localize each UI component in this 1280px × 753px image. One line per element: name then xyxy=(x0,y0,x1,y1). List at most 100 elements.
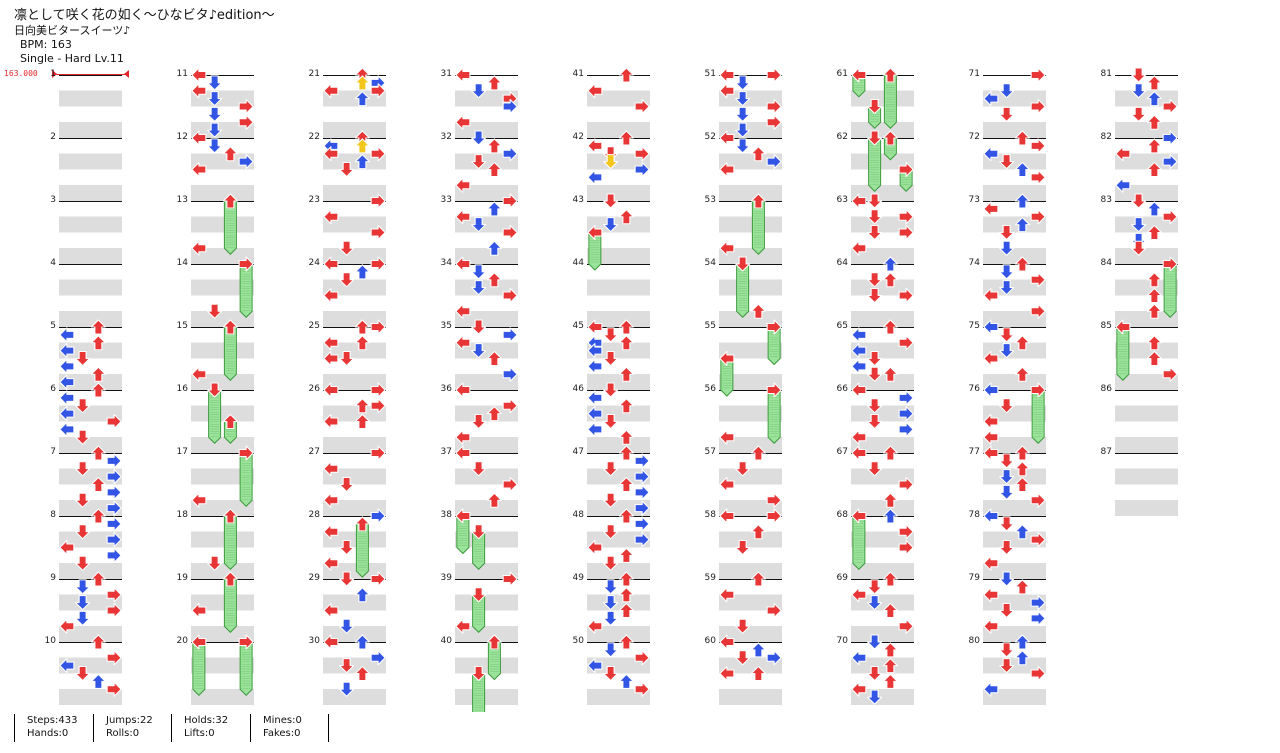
arrow-down-icon xyxy=(867,366,883,382)
arrow-shape xyxy=(59,390,75,406)
arrow-shape xyxy=(323,524,339,540)
arrow-shape xyxy=(898,406,914,422)
beat-band xyxy=(983,468,1046,485)
arrow-down-icon xyxy=(603,350,619,367)
arrow-shape xyxy=(354,154,370,170)
arrow-right-icon xyxy=(106,650,122,666)
measure-number: 9 xyxy=(50,573,56,583)
arrow-shape xyxy=(735,75,751,91)
arrow-down-icon xyxy=(735,650,751,666)
hold-note-body xyxy=(736,263,750,318)
measure-number: 69 xyxy=(837,573,849,583)
arrow-shape xyxy=(90,508,106,524)
arrow-up-icon xyxy=(90,366,106,382)
arrow-right-icon xyxy=(502,193,518,209)
lifts-count: Lifts:0 xyxy=(184,728,215,739)
beat-band xyxy=(323,342,386,359)
arrow-shape xyxy=(486,634,502,650)
measure-number: 29 xyxy=(309,573,321,583)
arrow-shape xyxy=(735,122,751,138)
arrow-up-icon xyxy=(750,146,766,162)
arrow-shape xyxy=(207,106,223,122)
arrow-right-icon xyxy=(106,500,122,516)
beat-band xyxy=(323,279,386,296)
measure-number: 40 xyxy=(441,636,453,646)
arrow-down-icon xyxy=(603,154,619,170)
arrow-down-icon xyxy=(603,555,619,571)
arrow-left-icon xyxy=(587,658,603,674)
bpm-marker-right-triangle xyxy=(124,70,129,78)
hold-note-body xyxy=(751,200,765,255)
beat-band xyxy=(851,594,914,611)
beat-band xyxy=(851,279,914,296)
hold-note-body xyxy=(223,578,237,633)
arrow-shape xyxy=(471,130,487,146)
beat-band xyxy=(983,531,1046,548)
arrow-shape xyxy=(603,154,619,170)
arrow-left-icon xyxy=(719,587,735,603)
bpm-label: BPM: 163 xyxy=(20,38,72,51)
beat-band xyxy=(983,279,1046,296)
arrow-shape xyxy=(90,476,106,493)
beat-band xyxy=(587,374,650,390)
beat-band xyxy=(719,311,782,327)
arrow-right-icon xyxy=(1030,382,1046,398)
beat-band xyxy=(191,626,254,642)
arrow-shape xyxy=(999,343,1015,359)
measure-number: 16 xyxy=(177,384,189,394)
arrow-shape xyxy=(486,272,502,288)
measure-number: 26 xyxy=(309,384,321,394)
arrow-shape xyxy=(502,146,518,162)
arrow-shape xyxy=(882,272,898,288)
arrow-shape xyxy=(1146,272,1162,288)
beat-band xyxy=(59,563,122,579)
arrow-down-icon xyxy=(75,524,91,540)
arrow-shape xyxy=(882,673,898,689)
arrow-shape xyxy=(1131,83,1147,99)
beat-band xyxy=(191,90,254,107)
arrow-down-icon xyxy=(603,193,619,209)
arrow-left-icon xyxy=(59,374,75,390)
arrow-shape xyxy=(59,358,75,374)
arrow-shape xyxy=(1030,303,1046,319)
beat-band xyxy=(719,216,782,233)
beat-band xyxy=(323,563,386,579)
beat-band xyxy=(983,689,1046,705)
arrow-up-icon xyxy=(222,319,238,335)
arrow-shape xyxy=(323,146,339,162)
arrow-right-icon xyxy=(502,327,518,343)
arrow-shape xyxy=(323,287,339,304)
arrow-left-icon xyxy=(323,287,339,304)
arrow-down-icon xyxy=(867,98,883,115)
arrow-shape xyxy=(603,413,619,430)
mines-count: Mines:0 xyxy=(263,715,302,726)
arrow-down-icon xyxy=(1131,83,1147,99)
arrow-shape xyxy=(1014,634,1030,650)
arrow-right-icon xyxy=(370,146,386,162)
arrow-left-icon xyxy=(587,343,603,359)
arrow-left-icon xyxy=(323,335,339,351)
arrow-shape xyxy=(1146,350,1162,367)
arrow-right-icon xyxy=(238,154,254,170)
beat-band xyxy=(323,216,386,233)
arrow-shape xyxy=(354,335,370,351)
arrow-up-icon xyxy=(1146,91,1162,107)
arrow-right-icon xyxy=(898,421,914,437)
beat-band xyxy=(719,594,782,611)
arrow-shape xyxy=(999,83,1015,99)
arrow-up-icon xyxy=(750,524,766,540)
arrow-shape xyxy=(603,642,619,658)
arrow-left-icon xyxy=(851,343,867,359)
beat-band xyxy=(719,657,782,674)
arrow-right-icon xyxy=(106,484,122,500)
beat-band xyxy=(719,122,782,138)
beat-band xyxy=(587,563,650,579)
beat-band xyxy=(323,122,386,138)
arrow-left-icon xyxy=(719,476,735,493)
arrow-shape xyxy=(766,114,782,130)
beat-band xyxy=(719,248,782,264)
arrow-shape xyxy=(323,335,339,351)
measure-number: 58 xyxy=(705,510,717,520)
arrow-left-icon xyxy=(59,358,75,374)
arrow-shape xyxy=(455,209,471,225)
